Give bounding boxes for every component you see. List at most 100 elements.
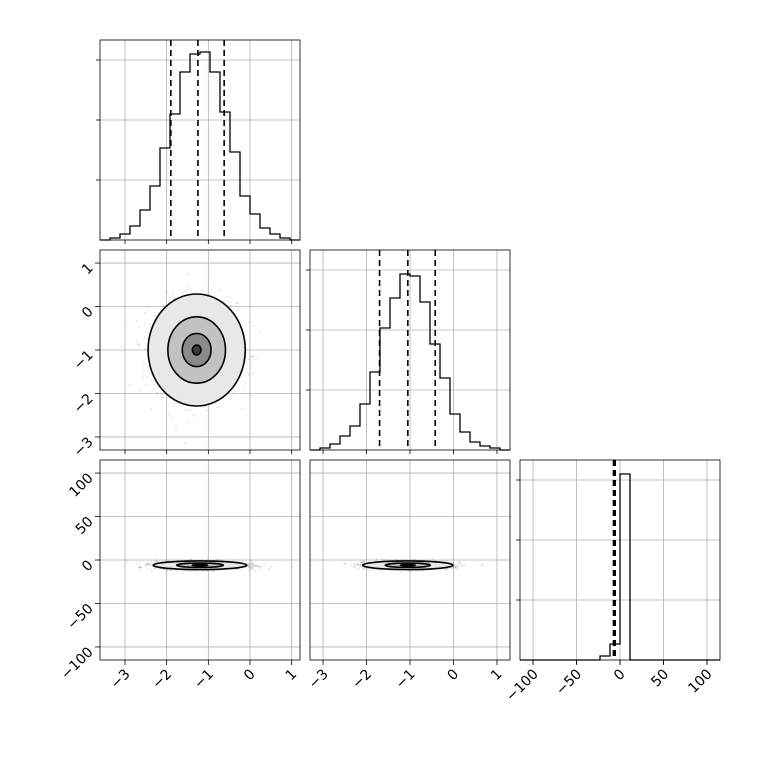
scatter-point <box>201 570 203 573</box>
scatter-point <box>250 565 253 568</box>
scatter-point <box>457 561 460 564</box>
scatter-point <box>250 560 252 562</box>
scatter-point <box>139 389 142 392</box>
scatter-point <box>361 561 364 563</box>
scatter-point <box>363 568 365 571</box>
scatter-point <box>151 378 153 381</box>
scatter-point <box>270 566 273 569</box>
scatter-point <box>251 564 254 566</box>
scatter-point <box>393 569 396 572</box>
scatter-point <box>247 563 250 566</box>
scatter-point <box>142 376 145 378</box>
scatter-point <box>457 565 460 568</box>
scatter-point <box>154 315 156 318</box>
contour-level-2 <box>167 316 227 384</box>
scatter-point <box>163 568 166 571</box>
scatter-point <box>356 563 359 566</box>
scatter-point <box>148 563 151 566</box>
histogram-panel-0 <box>96 39 301 244</box>
scatter-point <box>147 563 150 565</box>
scatter-point <box>162 304 165 307</box>
scatter-point <box>450 566 453 569</box>
scatter-point <box>258 566 261 568</box>
scatter-point <box>144 348 147 350</box>
scatter-point <box>149 324 152 327</box>
scatter-point <box>147 562 150 565</box>
scatter-point <box>203 406 206 408</box>
scatter-point <box>358 566 361 568</box>
scatter-point <box>144 384 147 387</box>
scatter-point <box>251 355 254 358</box>
scatter-point <box>252 355 255 358</box>
scatter-point <box>248 566 251 568</box>
scatter-point <box>166 569 169 571</box>
scatter-point <box>250 562 253 565</box>
scatter-point <box>166 291 168 294</box>
scatter-point <box>254 570 257 573</box>
scatter-point <box>144 564 147 567</box>
scatter-panel-1-2 <box>309 459 511 661</box>
scatter-point <box>357 564 359 566</box>
scatter-point <box>155 567 158 570</box>
scatter-point <box>454 566 457 568</box>
scatter-point <box>135 562 138 565</box>
scatter-point <box>149 563 151 566</box>
scatter-point <box>411 570 413 572</box>
contour-level-0 <box>191 344 202 356</box>
scatter-point <box>218 406 220 409</box>
contour-level-1 <box>181 332 212 368</box>
scatter-point <box>162 396 165 399</box>
scatter-point <box>176 570 179 573</box>
scatter-point <box>263 563 266 565</box>
scatter-point <box>432 557 434 560</box>
scatter-point <box>258 330 261 333</box>
scatter-point <box>251 566 254 569</box>
scatter-point <box>172 293 175 296</box>
scatter-point <box>358 563 361 566</box>
scatter-point <box>250 567 253 569</box>
scatter-point <box>248 563 250 566</box>
scatter-point <box>187 286 190 289</box>
scatter-panel-0-2 <box>99 459 301 661</box>
scatter-point <box>229 301 232 304</box>
scatter-point <box>144 312 146 315</box>
scatter-point <box>192 414 194 417</box>
scatter-point <box>359 564 362 566</box>
scatter-point <box>236 309 239 311</box>
scatter-point <box>147 370 149 373</box>
scatter-point <box>157 560 160 563</box>
scatter-point <box>381 558 383 560</box>
scatter-point <box>447 567 450 570</box>
scatter-point <box>139 566 142 569</box>
scatter-point <box>175 427 178 429</box>
scatter-point <box>183 291 185 294</box>
scatter-point <box>360 563 363 565</box>
scatter-point <box>166 569 169 571</box>
scatter-point <box>366 567 368 570</box>
scatter-point <box>253 565 255 568</box>
scatter-point <box>458 560 461 563</box>
scatter-point <box>399 571 402 573</box>
scatter-point <box>249 567 252 569</box>
scatter-point <box>143 324 146 326</box>
scatter-point <box>155 559 158 562</box>
scatter-point <box>212 570 215 573</box>
scatter-point <box>363 560 365 562</box>
scatter-point <box>241 560 244 563</box>
scatter-point <box>170 416 173 419</box>
scatter-point <box>460 563 463 566</box>
scatter-point <box>139 566 142 569</box>
scatter-point <box>143 363 145 365</box>
scatter-point <box>260 565 262 567</box>
scatter-point <box>390 569 393 572</box>
scatter-point <box>137 343 140 346</box>
scatter-point <box>236 568 239 571</box>
scatter-point <box>216 558 219 561</box>
scatter-point <box>253 562 256 565</box>
scatter-point <box>250 356 253 359</box>
scatter-point <box>451 567 453 570</box>
scatter-point <box>453 566 456 568</box>
scatter-point <box>446 568 448 571</box>
scatter-point <box>456 564 459 567</box>
